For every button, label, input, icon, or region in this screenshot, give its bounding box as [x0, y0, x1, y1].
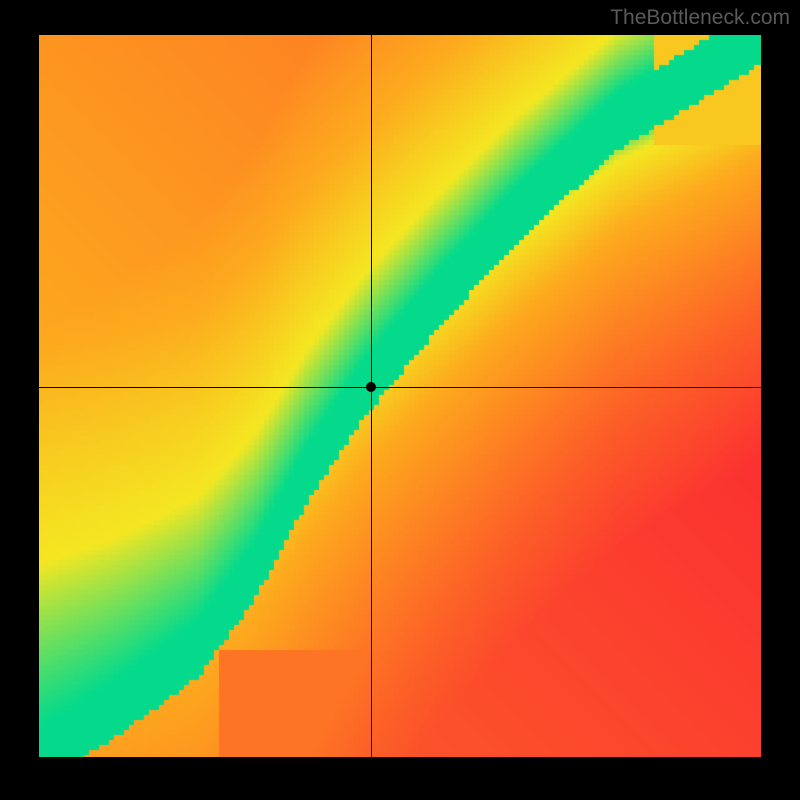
heatmap-canvas [39, 35, 761, 757]
plot-frame [39, 35, 761, 757]
heatmap-plot [39, 35, 761, 757]
crosshair-vertical [371, 35, 372, 757]
watermark-text: TheBottleneck.com [610, 6, 790, 30]
crosshair-horizontal [39, 387, 761, 388]
crosshair-dot [366, 382, 376, 392]
